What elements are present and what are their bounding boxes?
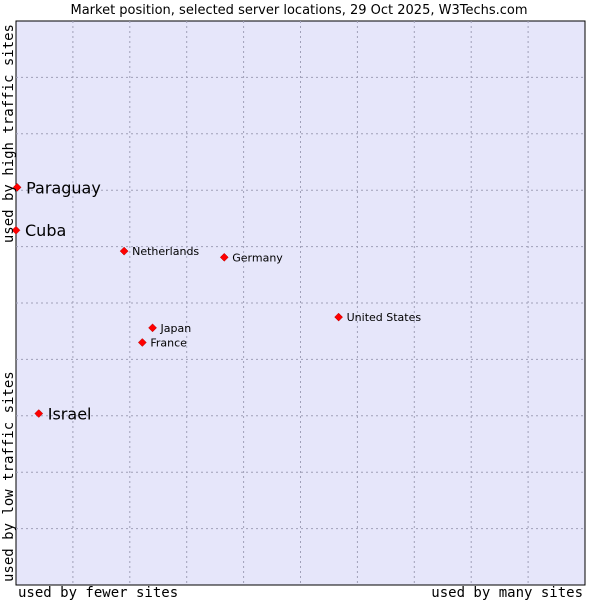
point-united-states [334, 312, 343, 322]
gridlines [16, 21, 585, 585]
point-japan [148, 323, 157, 333]
y-axis-label-high: used by high traffic sites [1, 24, 17, 243]
point-germany [219, 252, 229, 262]
label-japan: Japan [160, 322, 192, 335]
label-netherlands: Netherlands [132, 245, 199, 258]
y-axis-label-low: used by low traffic sites [1, 371, 17, 582]
label-france: France [150, 336, 187, 349]
label-paraguay: Paraguay [26, 178, 101, 197]
data-points: Paraguay Cuba Netherlands Germany United Sta… [11, 178, 422, 424]
point-israel [34, 409, 44, 418]
point-paraguay [12, 183, 22, 192]
chart-title: Market position, selected server locatio… [70, 3, 527, 18]
x-axis-label-high: used by many sites [431, 585, 583, 600]
label-israel: Israel [48, 405, 92, 424]
label-cuba: Cuba [25, 221, 66, 240]
point-netherlands [119, 246, 129, 256]
point-cuba [11, 225, 21, 235]
label-germany: Germany [232, 251, 283, 264]
x-axis-label-low: used by fewer sites [18, 585, 178, 600]
label-united-states: United States [347, 311, 422, 324]
point-france [137, 338, 147, 347]
